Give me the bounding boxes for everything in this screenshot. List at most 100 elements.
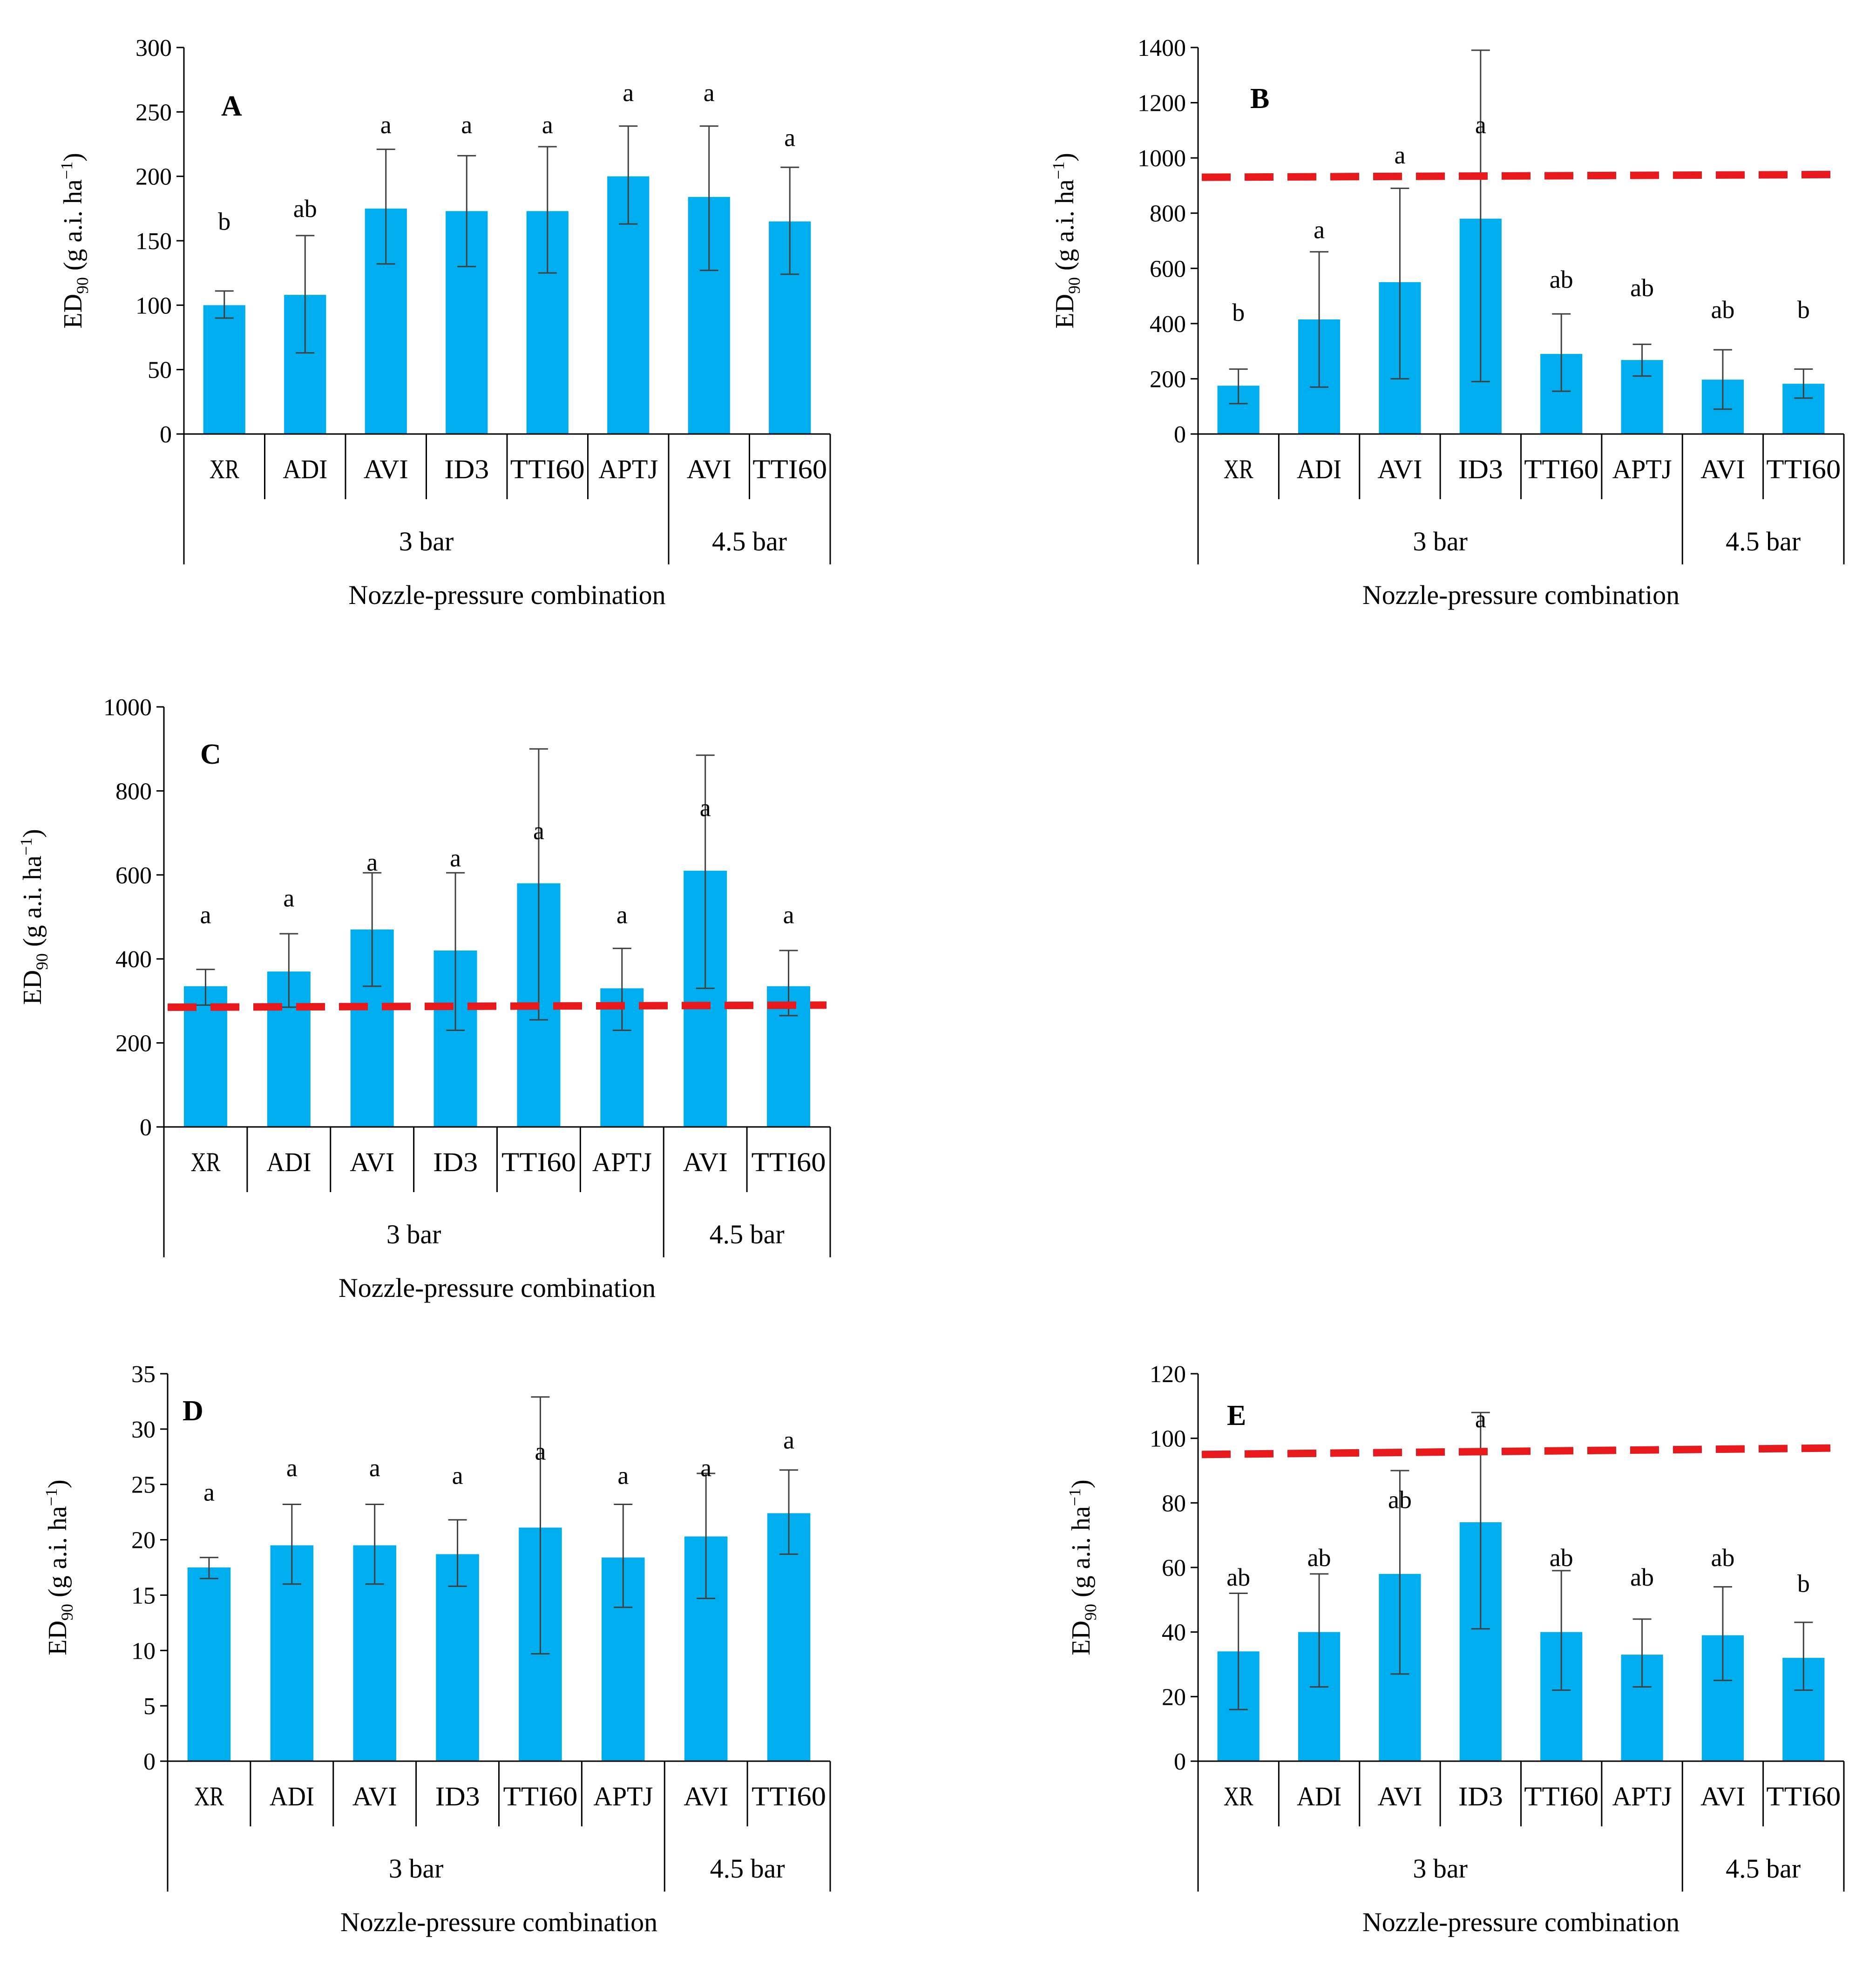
significance-letter: a (1475, 111, 1486, 139)
significance-letter: a (203, 1478, 215, 1506)
y-tick-label: 50 (148, 357, 172, 384)
x-tick-label: XR (194, 1781, 224, 1811)
significance-letter: a (1394, 141, 1405, 169)
y-tick-label: 1400 (1138, 35, 1186, 61)
chart-panel-b: 0 200 400 600 800 1000 1200 1400 ED90 (g a.i. ha… (1049, 35, 1845, 610)
x-tick-label: APTJ (1612, 454, 1672, 484)
bar (187, 1567, 231, 1761)
significance-letter: a (452, 1462, 463, 1490)
significance-letter: b (1797, 296, 1810, 324)
x-group-label: 3 bar (389, 1853, 444, 1884)
x-axis-title: Nozzle-pressure combination (339, 1273, 656, 1303)
y-tick-label: 80 (1162, 1490, 1186, 1517)
x-tick-label: XR (210, 454, 239, 484)
reference-line (167, 1001, 827, 1011)
x-tick-label: TTI60 (1766, 454, 1841, 484)
x-group-label: 4.5 bar (1726, 526, 1801, 556)
y-tick-label: 0 (143, 1749, 156, 1775)
significance-letter: a (623, 79, 634, 107)
x-tick-label: ADI (1297, 1781, 1341, 1811)
significance-letter: a (617, 1462, 629, 1490)
y-tick-label: 200 (1150, 366, 1186, 393)
x-tick-label: ID3 (1458, 1781, 1503, 1811)
significance-letter: a (366, 848, 378, 876)
x-group-label: 4.5 bar (710, 1853, 785, 1884)
significance-letter: a (783, 1426, 794, 1454)
significance-letter: a (369, 1454, 380, 1482)
significance-letter: a (542, 111, 553, 139)
x-tick-label: TTI60 (752, 454, 827, 484)
x-tick-label: ADI (283, 454, 327, 484)
y-tick-label: 800 (115, 778, 152, 805)
panel-label: D (183, 1395, 203, 1427)
significance-letter: b (1797, 1570, 1810, 1598)
significance-letter: a (616, 901, 628, 929)
y-tick-label: 15 (131, 1582, 156, 1609)
y-tick-label: 1000 (103, 694, 152, 721)
bar (436, 1554, 479, 1761)
significance-letter: ab (1226, 1563, 1250, 1591)
y-tick-label: 100 (135, 292, 172, 319)
y-tick-label: 30 (131, 1417, 156, 1443)
significance-letter: a (1475, 1405, 1486, 1433)
chart-panel-c: 0 200 400 600 800 1000 ED90 (g a.i. ha−1) Ca a a a… (17, 694, 831, 1303)
x-tick-label: ADI (266, 1147, 311, 1177)
reference-line (1201, 1444, 1841, 1458)
significance-letter: ab (1550, 1544, 1573, 1572)
significance-letter: ab (1711, 1544, 1734, 1572)
y-tick-label: 200 (115, 1031, 152, 1057)
significance-letter: a (783, 901, 794, 929)
x-tick-label: XR (1224, 454, 1253, 484)
significance-letter: a (533, 817, 544, 845)
y-tick-label: 400 (115, 946, 152, 973)
y-tick-label: 0 (160, 421, 172, 448)
x-tick-label: TTI60 (510, 454, 585, 484)
x-tick-label: TTI60 (503, 1781, 577, 1811)
significance-letter: a (784, 124, 795, 152)
x-axis-title: Nozzle-pressure combination (348, 580, 665, 610)
significance-letter: a (704, 79, 715, 107)
y-axis-title: ED90 (g a.i. ha−1) (1065, 1479, 1100, 1655)
x-group-label: 3 bar (1413, 526, 1468, 556)
significance-letter: b (218, 208, 230, 236)
x-group-label: 4.5 bar (1726, 1853, 1801, 1884)
x-tick-label: AVI (1377, 454, 1422, 484)
x-tick-label: ADI (270, 1781, 314, 1811)
x-axis-title: Nozzle-pressure combination (1362, 1907, 1680, 1937)
panel-label: C (200, 739, 221, 770)
y-tick-label: 35 (131, 1361, 156, 1388)
x-tick-label: AVI (350, 1147, 394, 1177)
x-group-label: 3 bar (386, 1219, 441, 1249)
y-tick-label: 120 (1150, 1361, 1186, 1388)
y-tick-label: 1200 (1138, 90, 1186, 117)
x-tick-label: ID3 (444, 454, 489, 484)
significance-letter: ab (1388, 1485, 1412, 1513)
x-group-label: 4.5 bar (712, 526, 787, 556)
chart-panel-a: 0 50 100 150 200 250 300 ED90 (g a.i. ha−1) Ab ab… (57, 35, 831, 610)
significance-letter: a (286, 1454, 298, 1482)
x-tick-label: TTI60 (752, 1147, 826, 1177)
x-tick-label: AVI (1700, 1781, 1745, 1811)
y-tick-label: 40 (1162, 1620, 1186, 1646)
x-tick-label: TTI60 (1766, 1781, 1841, 1811)
y-tick-label: 0 (1174, 421, 1186, 448)
x-tick-label: APTJ (593, 1781, 653, 1811)
y-axis-title: ED90 (g a.i. ha−1) (17, 829, 51, 1005)
x-axis-title: Nozzle-pressure combination (340, 1907, 657, 1937)
y-axis-title: ED90 (g a.i. ha−1) (1049, 153, 1084, 329)
y-tick-label: 600 (115, 862, 152, 889)
x-tick-label: TTI60 (1524, 1781, 1598, 1811)
x-tick-label: XR (1224, 1781, 1253, 1811)
x-group-label: 3 bar (399, 526, 454, 556)
significance-letter: a (1314, 216, 1325, 244)
significance-letter: ab (1711, 296, 1734, 324)
x-tick-label: AVI (352, 1781, 397, 1811)
x-tick-label: ADI (1297, 454, 1341, 484)
y-tick-label: 20 (131, 1527, 156, 1554)
bar (203, 305, 245, 434)
significance-letter: a (461, 111, 472, 139)
y-tick-label: 600 (1150, 256, 1186, 282)
x-tick-label: TTI60 (501, 1147, 576, 1177)
x-tick-label: TTI60 (752, 1781, 826, 1811)
reference-line (1201, 170, 1841, 181)
